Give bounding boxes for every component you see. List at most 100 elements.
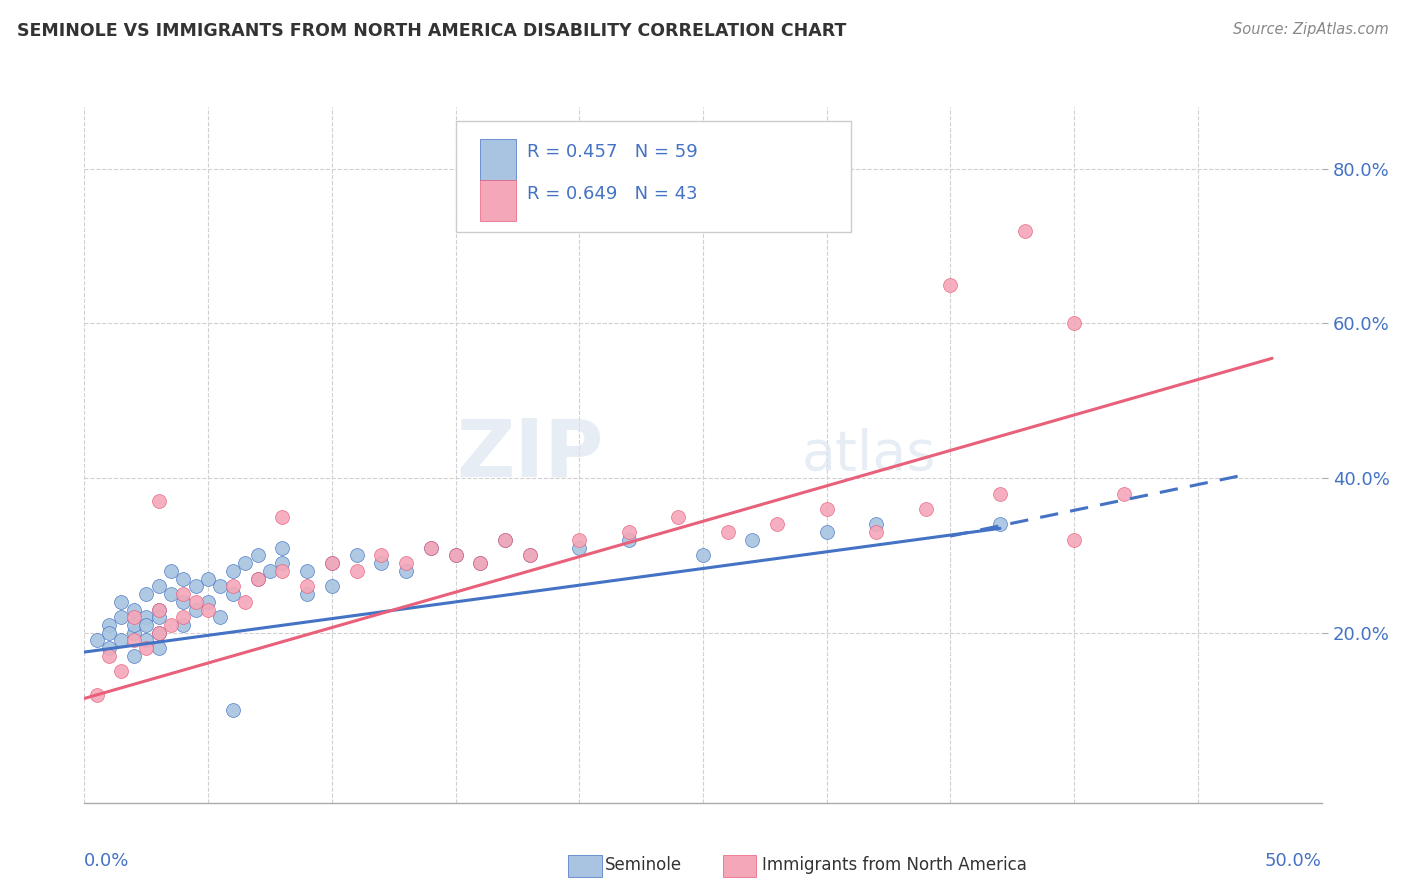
Point: [160, 564, 183, 578]
Point: [148, 625, 170, 640]
Point: [346, 564, 368, 578]
Point: [246, 572, 269, 586]
Point: [148, 610, 170, 624]
Point: [233, 556, 256, 570]
Point: [419, 541, 441, 555]
Text: Immigrants from North America: Immigrants from North America: [762, 856, 1026, 874]
Text: Seminole: Seminole: [605, 856, 682, 874]
Point: [494, 533, 516, 547]
Point: [939, 277, 962, 292]
Point: [865, 517, 887, 532]
Point: [86, 688, 108, 702]
FancyBboxPatch shape: [481, 180, 516, 221]
FancyBboxPatch shape: [456, 121, 852, 232]
Point: [148, 625, 170, 640]
Point: [617, 525, 640, 540]
Point: [444, 549, 467, 563]
Point: [135, 633, 157, 648]
Point: [110, 633, 132, 648]
Point: [988, 486, 1011, 500]
Point: [148, 602, 170, 616]
Text: 0.0%: 0.0%: [84, 852, 129, 870]
Point: [617, 533, 640, 547]
Text: 50.0%: 50.0%: [1265, 852, 1322, 870]
Point: [321, 579, 343, 593]
Point: [295, 579, 318, 593]
Point: [1112, 486, 1135, 500]
Point: [271, 556, 294, 570]
Point: [222, 587, 245, 601]
Text: atlas: atlas: [801, 428, 936, 482]
Point: [494, 533, 516, 547]
Point: [172, 572, 194, 586]
Point: [98, 648, 121, 663]
Point: [346, 549, 368, 563]
Point: [519, 549, 541, 563]
Point: [321, 556, 343, 570]
Point: [271, 564, 294, 578]
Point: [160, 587, 183, 601]
Point: [271, 509, 294, 524]
Point: [741, 533, 763, 547]
Point: [110, 665, 132, 679]
Point: [914, 502, 936, 516]
Point: [519, 549, 541, 563]
Point: [160, 618, 183, 632]
FancyBboxPatch shape: [481, 138, 516, 180]
Point: [184, 579, 207, 593]
Point: [135, 618, 157, 632]
Point: [122, 633, 145, 648]
Point: [692, 549, 714, 563]
Point: [122, 610, 145, 624]
Text: Source: ZipAtlas.com: Source: ZipAtlas.com: [1233, 22, 1389, 37]
Point: [148, 494, 170, 508]
Text: ZIP: ZIP: [457, 416, 605, 494]
Point: [568, 533, 591, 547]
Point: [370, 549, 392, 563]
Point: [295, 587, 318, 601]
Point: [815, 502, 838, 516]
Point: [395, 564, 418, 578]
Point: [110, 595, 132, 609]
Text: SEMINOLE VS IMMIGRANTS FROM NORTH AMERICA DISABILITY CORRELATION CHART: SEMINOLE VS IMMIGRANTS FROM NORTH AMERIC…: [17, 22, 846, 40]
Point: [98, 641, 121, 656]
Point: [122, 602, 145, 616]
Point: [184, 602, 207, 616]
Point: [395, 556, 418, 570]
Point: [259, 564, 281, 578]
Point: [122, 625, 145, 640]
Point: [370, 556, 392, 570]
Point: [1063, 317, 1085, 331]
Point: [172, 587, 194, 601]
Point: [717, 525, 740, 540]
Point: [197, 602, 219, 616]
Point: [110, 610, 132, 624]
Point: [209, 610, 232, 624]
Point: [172, 595, 194, 609]
Point: [246, 572, 269, 586]
Point: [197, 572, 219, 586]
Point: [815, 525, 838, 540]
Point: [184, 595, 207, 609]
Point: [222, 564, 245, 578]
Point: [1063, 533, 1085, 547]
Text: R = 0.649   N = 43: R = 0.649 N = 43: [527, 185, 697, 203]
Point: [98, 618, 121, 632]
Point: [295, 564, 318, 578]
Point: [135, 587, 157, 601]
Point: [209, 579, 232, 593]
Point: [148, 641, 170, 656]
Point: [172, 610, 194, 624]
Point: [246, 549, 269, 563]
Point: [122, 618, 145, 632]
Point: [321, 556, 343, 570]
Point: [148, 579, 170, 593]
Point: [568, 541, 591, 555]
Text: R = 0.457   N = 59: R = 0.457 N = 59: [527, 144, 697, 161]
Point: [222, 579, 245, 593]
Point: [122, 648, 145, 663]
Point: [233, 595, 256, 609]
Point: [135, 610, 157, 624]
Point: [1014, 224, 1036, 238]
Point: [419, 541, 441, 555]
